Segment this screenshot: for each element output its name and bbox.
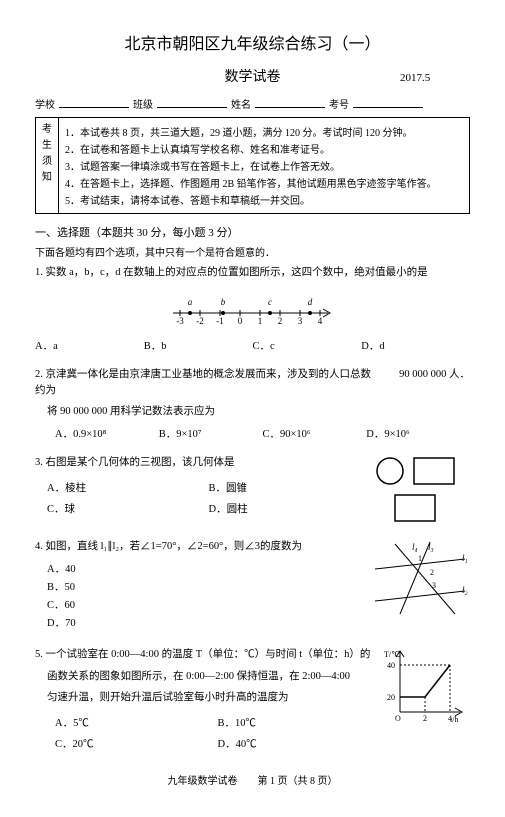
q5-opt-c: C．20℃ — [55, 736, 218, 751]
question-3: 3. 右图是某个几何体的三视图，该几何体是 A．棱柱 B．圆锥 C．球 D．圆柱 — [35, 455, 470, 525]
q5-text: 一个试验室在 0:00—4:00 的温度 T（单位：℃）与时间 t（单位：h）的 — [46, 649, 371, 660]
q3-options: A．棱柱 B．圆锥 C．球 D．圆柱 — [35, 477, 370, 519]
q1-opt-c: C．c — [253, 338, 362, 353]
svg-text:3: 3 — [432, 581, 436, 590]
notice-item: 4．在答题卡上，选择题、作图题用 2B 铅笔作答，其他试题用黑色字迹签字笔作答。 — [65, 175, 463, 190]
notice-item: 5．考试结束，请将本试卷、答题卡和草稿纸一并交回。 — [65, 192, 463, 207]
q1-opt-b: B．b — [144, 338, 253, 353]
q1-options: A．a B．b C．c D．d — [35, 338, 470, 353]
svg-text:20: 20 — [387, 693, 395, 702]
svg-text:-3: -3 — [176, 316, 184, 325]
svg-text:l₂: l₂ — [462, 585, 468, 595]
q1-opt-a: A．a — [35, 338, 144, 353]
subtitle-row: 数学试卷 2017.5 — [35, 66, 470, 86]
q1-text: 实数 a，b，c，d 在数轴上的对应点的位置如图所示，这四个数中，绝对值最小的是 — [46, 267, 428, 278]
parallel-lines-figure: l₁ l₂ l₃ l₄ 1 2 3 — [370, 539, 470, 619]
q2-num: 2. — [35, 369, 43, 380]
three-view-figure — [370, 455, 465, 525]
q4-num: 4. — [35, 541, 43, 552]
svg-text:2: 2 — [423, 714, 427, 723]
svg-text:-2: -2 — [196, 316, 204, 325]
name-label: 姓名 — [231, 96, 251, 111]
id-label: 考号 — [329, 96, 349, 111]
q2-text: 京津冀一体化是由京津唐工业基地的概念发展而来，涉及到的人口总数约为 — [35, 369, 371, 396]
q2-opt-d: D．9×10⁶ — [366, 426, 470, 441]
notice-left-label: 考生须知 — [36, 118, 59, 214]
question-4: 4. 如图，直线 l₁∥l₂，若∠1=70°，∠2=60°，则∠3的度数为 A．… — [35, 539, 470, 633]
q1-opt-d: D．d — [361, 338, 470, 353]
svg-text:4: 4 — [448, 714, 452, 723]
svg-text:1: 1 — [418, 554, 422, 563]
student-info-row: 学校 班级 姓名 考号 — [35, 96, 470, 111]
q3-opt-d: D．圆柱 — [209, 501, 371, 516]
q2-options: A．0.9×10⁸ B．9×10⁷ C．90×10⁶ D．9×10⁶ — [35, 426, 470, 441]
svg-text:b: b — [220, 297, 225, 307]
notice-item: 2．在试卷和答题卡上认真填写学校名称、姓名和准考证号。 — [65, 141, 463, 156]
q5-opt-a: A．5℃ — [55, 715, 218, 730]
notice-item: 1．本试卷共 8 页，共三道大题，29 道小题，满分 120 分。考试时间 12… — [65, 124, 463, 139]
q1-num: 1. — [35, 267, 43, 278]
q2-opt-b: B．9×10⁷ — [159, 426, 263, 441]
q2-right-text: 90 000 000 人． — [380, 367, 470, 399]
svg-text:l₁: l₁ — [462, 553, 468, 563]
svg-text:a: a — [187, 297, 192, 307]
svg-text:0: 0 — [237, 316, 242, 325]
q5-text2: 函数关系的图象如图所示，在 0:00—2:00 保持恒温，在 2:00—4:00 — [35, 669, 380, 685]
question-2: 2. 京津冀一体化是由京津唐工业基地的概念发展而来，涉及到的人口总数约为 90 … — [35, 367, 470, 441]
svg-text:1: 1 — [257, 316, 262, 325]
q5-num: 5. — [35, 649, 43, 660]
svg-text:40: 40 — [387, 661, 395, 670]
exam-date: 2017.5 — [400, 72, 470, 84]
q3-num: 3. — [35, 457, 43, 468]
notice-item: 3．试题答案一律填涂或书写在答题卡上，在试卷上作答无效。 — [65, 158, 463, 173]
q3-opt-b: B．圆锥 — [209, 480, 371, 495]
q5-opt-d: D．40℃ — [218, 736, 381, 751]
svg-text:3: 3 — [297, 316, 302, 325]
section-1-desc: 下面各题均有四个选项，其中只有一个是符合题意的． — [35, 244, 470, 259]
q2-text2: 将 90 000 000 用科学记数法表示应为 — [35, 404, 470, 420]
q4-opt-a: A．40 — [47, 561, 370, 576]
class-label: 班级 — [133, 96, 153, 111]
q5-opt-b: B．10℃ — [218, 715, 381, 730]
q2-opt-a: A．0.9×10⁸ — [55, 426, 159, 441]
question-1: 1. 实数 a，b，c，d 在数轴上的对应点的位置如图所示，这四个数中，绝对值最… — [35, 265, 470, 353]
number-line-figure: -3 -2 -1 0 1 2 3 4 a b c d — [168, 291, 338, 325]
q4-text: 如图，直线 l₁∥l₂，若∠1=70°，∠2=60°，则∠3的度数为 — [46, 541, 303, 552]
subtitle: 数学试卷 — [105, 66, 400, 86]
section-1-title: 一、选择题（本题共 30 分，每小题 3 分） — [35, 224, 470, 240]
school-label: 学校 — [35, 96, 55, 111]
q2-opt-c: C．90×10⁶ — [263, 426, 367, 441]
svg-text:4: 4 — [317, 316, 322, 325]
notice-box: 考生须知 1．本试卷共 8 页，共三道大题，29 道小题，满分 120 分。考试… — [35, 117, 470, 214]
notice-list: 1．本试卷共 8 页，共三道大题，29 道小题，满分 120 分。考试时间 12… — [59, 118, 470, 214]
svg-text:-1: -1 — [216, 316, 224, 325]
q4-opt-b: B．50 — [47, 579, 370, 594]
svg-text:l₄: l₄ — [412, 542, 418, 552]
page-title: 北京市朝阳区九年级综合练习（一） — [35, 30, 470, 54]
q4-opt-d: D．70 — [47, 615, 370, 630]
svg-text:d: d — [307, 297, 312, 307]
q3-opt-a: A．棱柱 — [47, 480, 209, 495]
q3-opt-c: C．球 — [47, 501, 209, 516]
svg-text:T/℃: T/℃ — [384, 650, 400, 659]
svg-text:O: O — [395, 714, 401, 723]
svg-text:l₃: l₃ — [428, 542, 434, 552]
q3-text: 右图是某个几何体的三视图，该几何体是 — [46, 457, 235, 468]
question-5: 5. 一个试验室在 0:00—4:00 的温度 T（单位：℃）与时间 t（单位：… — [35, 647, 470, 754]
svg-text:2: 2 — [277, 316, 282, 325]
q5-options: A．5℃ B．10℃ C．20℃ D．40℃ — [35, 712, 380, 754]
temperature-chart: T/℃ t/h 40 20 O 2 4 — [380, 647, 468, 725]
q5-text3: 匀速升温，则开始升温后试验室每小时升高的温度为 — [35, 690, 380, 706]
svg-text:2: 2 — [430, 568, 434, 577]
q4-opt-c: C．60 — [47, 597, 370, 612]
svg-text:c: c — [268, 297, 272, 307]
page-footer: 九年级数学试卷 第 1 页（共 8 页） — [35, 772, 470, 787]
q4-options: A．40 B．50 C．60 D．70 — [35, 561, 370, 630]
